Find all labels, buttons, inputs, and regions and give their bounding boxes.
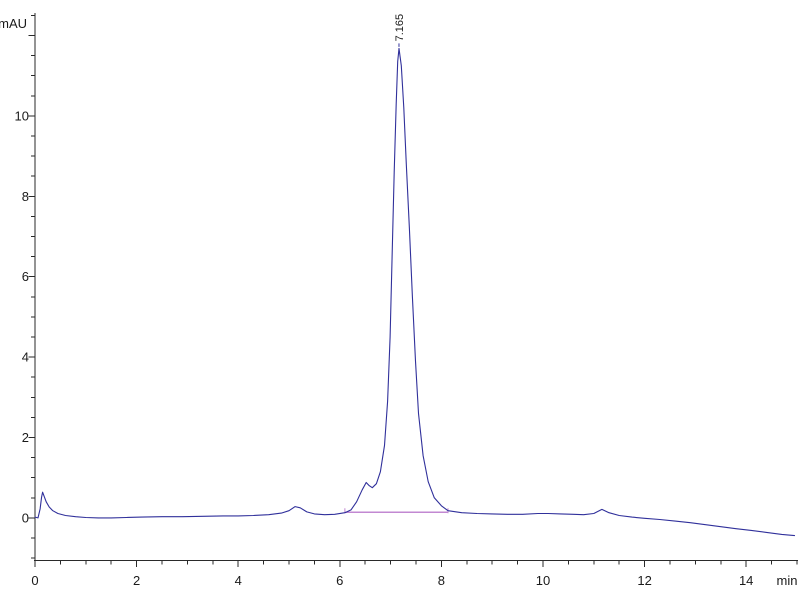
y-tick-label: 4	[22, 350, 29, 365]
y-tick-label: 2	[22, 430, 29, 445]
peak-retention-time-label: 7.165	[394, 14, 406, 42]
x-tick-label: 12	[637, 573, 651, 588]
x-tick-label: 14	[739, 573, 753, 588]
x-tick-label: 4	[235, 573, 242, 588]
x-tick-label: 10	[536, 573, 550, 588]
y-tick-label: 0	[22, 510, 29, 525]
y-tick-label: 10	[15, 108, 29, 123]
chart-generated-layer: 0 2 4 6 8 10 12 14 0 2 4 6 8 10	[15, 13, 798, 588]
x-tick-label: 6	[336, 573, 343, 588]
x-tick-label: 2	[133, 573, 140, 588]
y-tick-label: 8	[22, 189, 29, 204]
x-tick-label: 0	[31, 573, 38, 588]
x-tick-label: 8	[438, 573, 445, 588]
signal-trace	[34, 47, 796, 537]
x-axis-ticks: 0 2 4 6 8 10 12 14	[31, 561, 798, 588]
y-axis-ticks: 0 2 4 6 8 10	[15, 14, 35, 559]
y-tick-label: 6	[22, 269, 29, 284]
y-axis-unit-label: mAU	[0, 16, 27, 31]
x-axis-unit-label: min	[777, 573, 798, 588]
